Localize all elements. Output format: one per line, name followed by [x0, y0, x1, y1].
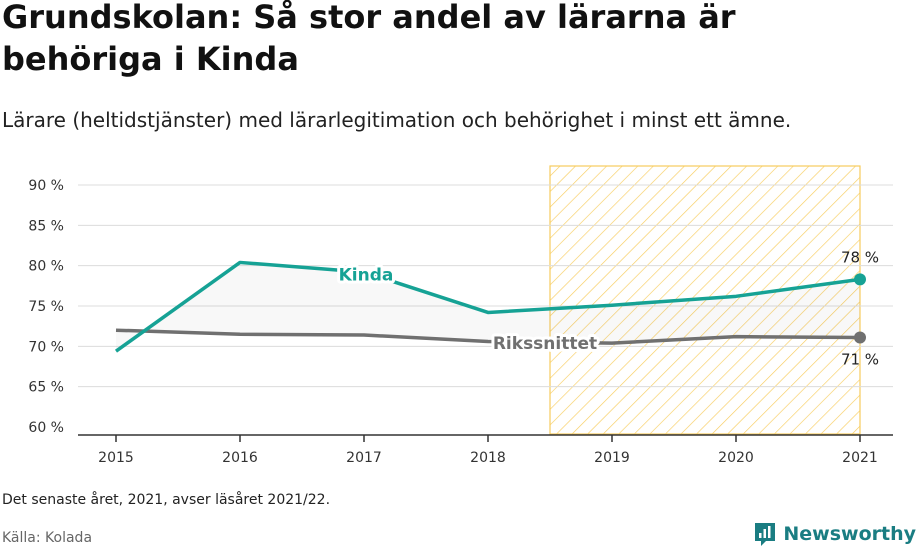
y-tick-label: 90 % [28, 178, 64, 194]
x-tick-label: 2015 [98, 450, 134, 466]
y-tick-label: 80 % [28, 259, 64, 275]
x-tick-label: 2019 [594, 450, 630, 466]
series-line-rikssnittet [115, 328, 861, 345]
chart-source: Källa: Kolada [2, 530, 93, 546]
x-tick-label: 2018 [470, 450, 506, 466]
chart-title: Grundskolan: Så stor andel av lärarna är… [2, 0, 736, 78]
x-tick-label: 2016 [222, 450, 258, 466]
y-tick-label: 60 % [28, 420, 64, 436]
chart-subtitle: Lärare (heltidstjänster) med lärarlegiti… [2, 108, 792, 132]
end-value-label-kinda: 78 % [841, 248, 879, 266]
y-tick-label: 85 % [28, 218, 64, 234]
x-tick-label: 2017 [346, 450, 382, 466]
line-chart: 60 % 65 % 70 % 75 % 80 % 85 % 90 % 2015 2016 2017… [28, 165, 893, 466]
x-tick-label: 2020 [718, 450, 754, 466]
series-label-kinda: Kinda [339, 265, 394, 285]
y-tick-label: 65 % [28, 380, 64, 396]
gap-area [116, 262, 860, 352]
end-value-label-rikssnittet: 71 % [841, 350, 879, 368]
y-tick-label: 75 % [28, 299, 64, 315]
chart-footnote: Det senaste året, 2021, avser läsåret 20… [2, 492, 331, 508]
newsworthy-logo-icon [755, 523, 776, 546]
x-tick-label: 2021 [842, 450, 878, 466]
newsworthy-brand[interactable]: Newsworthy [753, 521, 916, 547]
series-line-kinda [114, 260, 861, 353]
y-tick-label: 70 % [28, 339, 64, 355]
series-end-point-rikssnittet [854, 331, 866, 344]
series-end-point-kinda [854, 273, 866, 286]
brand-name: Newsworthy [783, 523, 916, 545]
series-label-rikssnittet: Rikssnittet [493, 334, 597, 354]
